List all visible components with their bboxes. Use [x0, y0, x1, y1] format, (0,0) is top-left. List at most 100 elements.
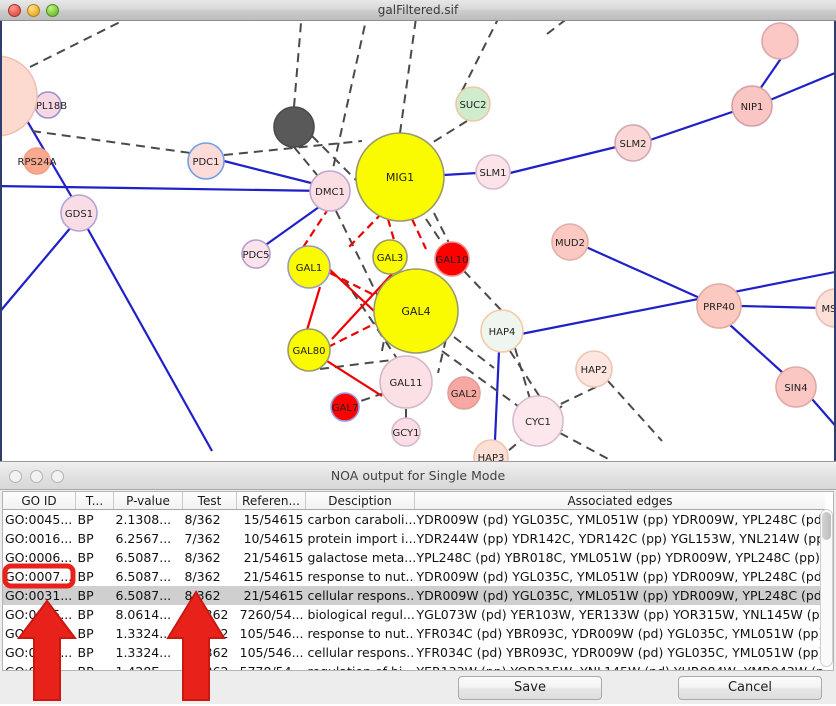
network-node-gal80[interactable]: GAL80: [287, 328, 331, 372]
network-node-gal11[interactable]: GAL11: [379, 355, 433, 409]
cell-associated-edges: YFR034C (pd) YBR093C, YDR009W (pd) YGL03…: [416, 626, 826, 641]
table-row[interactable]: GO:0045... BP 2.1308... 8/362 15/54615 carbon…: [3, 510, 825, 530]
network-node-gds1[interactable]: GDS1: [60, 194, 98, 232]
network-node-prp40[interactable]: PRP40: [696, 283, 742, 329]
noa-titlebar: NOA output for Single Mode: [0, 462, 836, 490]
table-header-row[interactable]: GO ID T... P-value Test Referen... Desci…: [3, 492, 825, 510]
noa-table-body[interactable]: GO:0045... BP 2.1308... 8/362 15/54615 carbon…: [3, 510, 825, 670]
cell-reference: 105/546...: [239, 626, 304, 641]
column-header-p-value[interactable]: P-value: [113, 492, 183, 510]
network-nodes[interactable]: RPL18B RPS24A GDS1 PDC1 PDC5 DMC1 MIG1 SUC2 SLM1…: [2, 22, 834, 461]
noa-close-button[interactable]: [9, 470, 22, 483]
network-graph[interactable]: RPL18B RPS24A GDS1 PDC1 PDC5 DMC1 MIG1 SUC2 SLM1…: [2, 21, 834, 461]
column-header-associated-edges[interactable]: Associated edges: [414, 492, 825, 510]
network-node-pdc5[interactable]: PDC5: [241, 239, 271, 269]
network-canvas[interactable]: RPL18B RPS24A GDS1 PDC1 PDC5 DMC1 MIG1 SUC2 SLM1…: [0, 21, 836, 461]
network-node-slm2[interactable]: SLM2: [614, 124, 652, 162]
cell-test: 80/362: [183, 662, 237, 670]
network-node-bigleft[interactable]: [2, 55, 38, 137]
network-node-hap2[interactable]: HAP2: [575, 350, 613, 388]
network-node-gal3[interactable]: GAL3: [372, 239, 408, 275]
cell-test: 11/362: [184, 626, 229, 641]
network-node-hap3[interactable]: HAP3: [473, 439, 509, 461]
network-node-nip1[interactable]: NIP1: [731, 85, 773, 127]
cell-go-id: GO:0006...: [5, 550, 73, 565]
table-row[interactable]: GO:0016... BP 6.2567... 7/362 10/54615 protei…: [3, 529, 825, 548]
svg-text:GAL2: GAL2: [451, 389, 478, 400]
table-row[interactable]: GO:0031... BP 1.3324... 11/362 105/546... cel…: [3, 643, 825, 662]
dialog-button-row: Save Cancel: [0, 676, 836, 706]
network-node-rps24a[interactable]: RPS24A: [18, 147, 57, 175]
column-header-reference[interactable]: Referen...: [236, 492, 306, 510]
network-node-sin4[interactable]: SIN4: [775, 366, 817, 408]
save-button[interactable]: Save: [458, 676, 602, 700]
svg-text:GCY1: GCY1: [392, 428, 419, 439]
network-node-gal1[interactable]: GAL1: [287, 245, 331, 289]
network-node-hap4[interactable]: HAP4: [480, 309, 524, 353]
cell-type: BP: [77, 512, 94, 527]
cell-associated-edges: YDR009W (pd) YGL035C, YML051W (pp) YDR00…: [414, 586, 825, 605]
network-node-mig1[interactable]: MIG1: [355, 132, 445, 222]
svg-text:HAP3: HAP3: [478, 453, 505, 461]
table-vertical-scrollbar[interactable]: [820, 509, 833, 667]
network-node-slm1[interactable]: SLM1: [475, 154, 511, 190]
network-node-gal2[interactable]: GAL2: [447, 376, 481, 410]
network-node-suc2[interactable]: SUC2: [455, 86, 491, 122]
noa-results-table-container[interactable]: GO ID T... P-value Test Referen... Desci…: [2, 491, 834, 671]
network-node-pdc1[interactable]: PDC1: [187, 142, 225, 180]
network-node-mud2[interactable]: MUD2: [551, 223, 589, 261]
network-node-gcy1[interactable]: GCY1: [391, 417, 421, 447]
cell-go-id: GO:0031...: [5, 645, 73, 660]
minimize-button[interactable]: [27, 4, 40, 17]
close-button[interactable]: [8, 4, 21, 17]
noa-results-table[interactable]: GO ID T... P-value Test Referen... Desci…: [3, 492, 825, 670]
cell-go-id: GO:0050...: [3, 662, 76, 670]
svg-text:PRP40: PRP40: [703, 302, 735, 313]
network-node-gal10[interactable]: GAL10: [434, 241, 470, 277]
table-row[interactable]: GO:0050...BP1.428E...80/3625778/54...reg…: [3, 662, 825, 670]
column-header-go-id[interactable]: GO ID: [3, 492, 76, 510]
column-header-description[interactable]: Desciption: [305, 492, 415, 510]
window-traffic-lights[interactable]: [8, 4, 59, 17]
cell-type: BP: [77, 531, 94, 546]
column-header-test[interactable]: Test: [182, 492, 237, 510]
column-header-type[interactable]: T...: [75, 492, 114, 510]
svg-text:SIN4: SIN4: [784, 383, 807, 394]
network-node-rpl18b[interactable]: RPL18B: [29, 91, 67, 119]
noa-minimize-button[interactable]: [30, 470, 43, 483]
cell-go-id: GO:0045...: [5, 512, 73, 527]
network-node-dmc1[interactable]: DMC1: [309, 170, 351, 212]
svg-text:SUC2: SUC2: [459, 100, 486, 111]
network-node-grey[interactable]: [273, 106, 315, 148]
window-title: galFiltered.sif: [377, 3, 459, 17]
scrollbar-thumb[interactable]: [822, 512, 831, 540]
noa-traffic-lights[interactable]: [9, 470, 64, 483]
table-row[interactable]: GO:0006... BP 6.5087... 8/362 21/54615 galact…: [3, 548, 825, 567]
network-node-gal4[interactable]: GAL4: [373, 268, 459, 354]
cell-p-value: 6.2567...: [115, 531, 172, 546]
cell-reference: 7260/54...: [239, 607, 304, 622]
cancel-button[interactable]: Cancel: [678, 676, 822, 700]
svg-text:GAL3: GAL3: [377, 253, 404, 264]
cell-p-value: 8.0614...: [115, 607, 172, 622]
table-row[interactable]: GO:0031... BP 1.3324... 11/362 105/546... res…: [3, 624, 825, 643]
cell-description: response to nut...: [307, 569, 415, 584]
zoom-button[interactable]: [46, 4, 59, 17]
svg-text:GDS1: GDS1: [65, 209, 93, 220]
cell-reference: 21/54615: [236, 586, 306, 605]
table-row[interactable]: GO:0007... BP 6.5087... 8/362 21/54615 respon…: [3, 567, 825, 586]
cell-test: 8/362: [184, 550, 221, 565]
network-node-msl5[interactable]: MSL5: [815, 288, 834, 328]
noa-zoom-button[interactable]: [51, 470, 64, 483]
table-row[interactable]: GO:0065... BP 8.0614... 94/362 7260/54... bio…: [3, 605, 825, 624]
network-node-cyc1[interactable]: CYC1: [512, 395, 564, 447]
network-node-gal7[interactable]: GAL7: [330, 392, 360, 422]
table-row[interactable]: GO:0031... BP 6.5087... 8/362 21/54615 cellul…: [3, 586, 825, 605]
cell-p-value: 6.5087...: [113, 586, 183, 605]
noa-output-dialog: NOA output for Single Mode GO ID T... P-…: [0, 461, 836, 704]
svg-text:PDC5: PDC5: [242, 250, 269, 261]
svg-text:MSL5: MSL5: [822, 304, 834, 315]
cell-p-value: 1.428E...: [114, 662, 183, 670]
svg-text:PDC1: PDC1: [192, 157, 219, 168]
network-node-topright[interactable]: [761, 22, 799, 60]
